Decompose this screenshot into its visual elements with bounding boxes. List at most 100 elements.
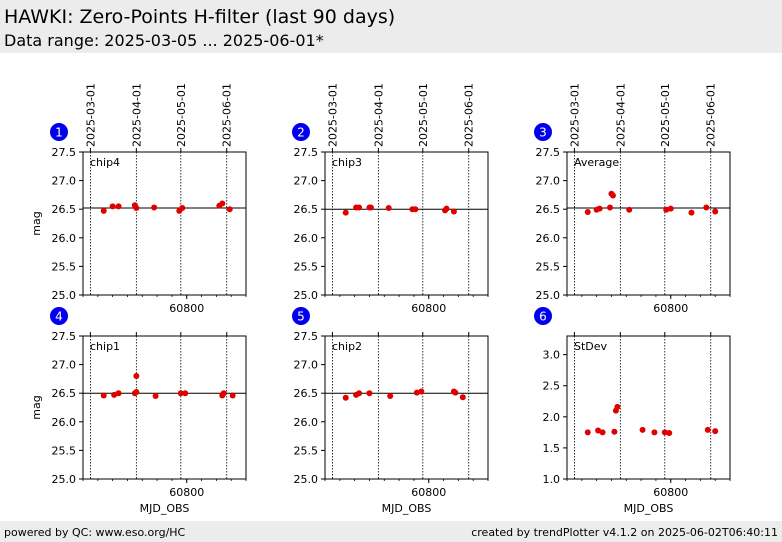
data-point bbox=[606, 204, 613, 211]
y-tick-label: 26.0 bbox=[536, 232, 561, 245]
data-point bbox=[609, 192, 616, 199]
y-tick-label: 26.5 bbox=[52, 387, 77, 400]
data-point bbox=[109, 203, 116, 210]
data-point bbox=[639, 426, 646, 433]
panel-series-label: chip3 bbox=[332, 156, 362, 169]
panel-frame bbox=[324, 151, 489, 296]
data-point bbox=[443, 205, 450, 212]
y-tick-label: 25.5 bbox=[536, 260, 561, 273]
data-point bbox=[651, 429, 658, 436]
y-tick-label: 26.5 bbox=[294, 387, 319, 400]
data-point bbox=[115, 390, 122, 397]
data-point bbox=[703, 204, 710, 211]
panel-number-badge bbox=[534, 307, 552, 325]
y-tick-label: 27.5 bbox=[52, 146, 77, 159]
data-point bbox=[584, 209, 591, 216]
panel-number-badge bbox=[534, 123, 552, 141]
y-tick-label: 26.5 bbox=[52, 203, 77, 216]
panel-series-label: chip2 bbox=[332, 340, 362, 353]
data-point bbox=[450, 208, 457, 215]
data-point bbox=[385, 205, 392, 212]
y-tick-label: 25.5 bbox=[294, 444, 319, 457]
y-tick-label: 27.5 bbox=[294, 146, 319, 159]
data-point bbox=[177, 390, 184, 397]
report-subtitle: Data range: 2025-03-05 ... 2025-06-01* bbox=[4, 31, 324, 50]
x-tick-label: 60800 bbox=[169, 302, 204, 315]
panel-1 bbox=[50, 123, 247, 299]
data-point bbox=[387, 393, 394, 400]
data-point bbox=[133, 373, 140, 380]
data-point bbox=[611, 428, 618, 435]
data-point bbox=[133, 205, 140, 212]
report-footer: powered by QC: www.eso.org/HC created by… bbox=[0, 521, 782, 542]
y-tick-label: 1.0 bbox=[543, 473, 561, 486]
data-point bbox=[152, 393, 159, 400]
y-axis-label: mag bbox=[30, 395, 43, 419]
data-point bbox=[182, 390, 189, 397]
panel-series-label: chip4 bbox=[90, 156, 120, 169]
data-point bbox=[712, 428, 719, 435]
data-point bbox=[342, 394, 349, 401]
y-tick-label: 3.0 bbox=[543, 349, 561, 362]
panel-frame bbox=[82, 335, 247, 480]
data-point bbox=[452, 389, 459, 396]
data-point bbox=[219, 200, 226, 207]
date-tick-label: 2025-06-01 bbox=[705, 83, 718, 147]
date-tick-label: 2025-04-01 bbox=[130, 83, 143, 147]
date-tick-label: 2025-05-01 bbox=[659, 83, 672, 147]
report-header: HAWKI: Zero-Points H-filter (last 90 day… bbox=[0, 0, 782, 53]
y-axis-label: mag bbox=[30, 211, 43, 235]
panel-3 bbox=[534, 123, 731, 299]
data-point bbox=[584, 429, 591, 436]
date-tick-label: 2025-06-01 bbox=[221, 83, 234, 147]
panel-number: 3 bbox=[539, 126, 547, 140]
panel-series-label: Average bbox=[574, 156, 619, 169]
y-tick-label: 25.0 bbox=[52, 289, 77, 302]
date-tick-label: 2025-03-01 bbox=[84, 83, 97, 147]
data-point bbox=[229, 392, 236, 399]
data-point bbox=[179, 205, 186, 212]
y-tick-label: 25.0 bbox=[294, 473, 319, 486]
data-point bbox=[596, 205, 603, 212]
date-tick-label: 2025-04-01 bbox=[372, 83, 385, 147]
panel-number: 6 bbox=[539, 310, 547, 324]
y-tick-label: 26.5 bbox=[536, 203, 561, 216]
panel-number-badge bbox=[50, 307, 68, 325]
x-tick-label: 60800 bbox=[411, 302, 446, 315]
panel-series-label: chip1 bbox=[90, 340, 120, 353]
data-point bbox=[356, 204, 363, 211]
data-point bbox=[704, 426, 711, 433]
panel-4 bbox=[50, 307, 247, 483]
y-tick-label: 27.5 bbox=[294, 330, 319, 343]
data-point bbox=[599, 429, 606, 436]
data-point bbox=[356, 390, 363, 397]
y-tick-label: 27.0 bbox=[536, 175, 561, 188]
data-point bbox=[661, 429, 668, 436]
panel-frame bbox=[566, 151, 731, 296]
panel-number: 2 bbox=[297, 126, 305, 140]
y-tick-label: 1.5 bbox=[543, 442, 561, 455]
data-point bbox=[342, 209, 349, 216]
data-point bbox=[688, 209, 695, 216]
data-point bbox=[614, 403, 621, 410]
data-point bbox=[626, 206, 633, 213]
x-axis-label: MJD_OBS bbox=[382, 502, 432, 515]
data-point bbox=[115, 203, 122, 210]
report-title: HAWKI: Zero-Points H-filter (last 90 day… bbox=[4, 6, 396, 28]
data-point bbox=[226, 206, 233, 213]
panel-5 bbox=[292, 307, 489, 483]
y-tick-label: 27.5 bbox=[536, 146, 561, 159]
data-point bbox=[459, 394, 466, 401]
x-axis-label: MJD_OBS bbox=[140, 502, 190, 515]
y-tick-label: 25.0 bbox=[536, 289, 561, 302]
panel-frame bbox=[82, 151, 247, 296]
footer-credit: powered by QC: www.eso.org/HC bbox=[4, 526, 186, 539]
y-tick-label: 26.0 bbox=[52, 232, 77, 245]
data-point bbox=[100, 392, 107, 399]
x-tick-label: 60800 bbox=[169, 486, 204, 499]
panel-frame bbox=[324, 335, 489, 480]
date-tick-label: 2025-05-01 bbox=[175, 83, 188, 147]
panel-number-badge bbox=[292, 307, 310, 325]
panel-number-badge bbox=[292, 123, 310, 141]
x-tick-label: 60800 bbox=[653, 302, 688, 315]
